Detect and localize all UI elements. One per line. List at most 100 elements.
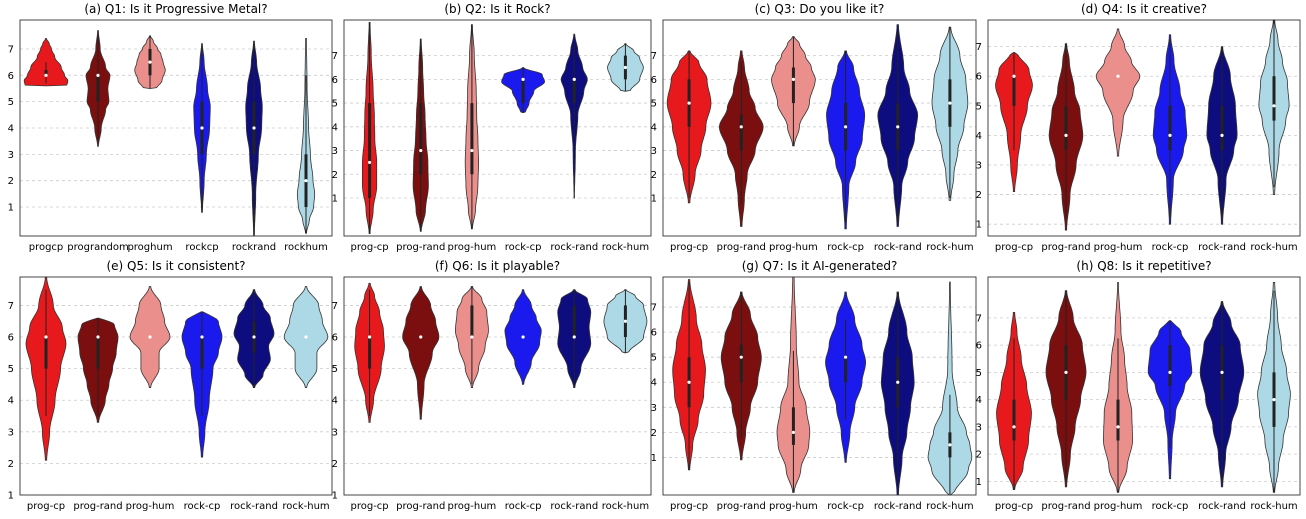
violin-prog-cp [25, 276, 67, 461]
violin-median [419, 335, 423, 339]
violin-rock-cp [181, 311, 223, 458]
violin-median [200, 335, 204, 339]
y-tick-label: 4 [8, 396, 14, 407]
y-tick-label: 1 [332, 194, 338, 205]
chart-panel-q2: (b) Q2: Is it Rock? 1 2 3 4 5 6 7 prog-cp prog-ra… [326, 0, 652, 256]
violin-prog-cp [995, 52, 1033, 192]
violin-median [623, 319, 628, 323]
y-tick-label: 2 [8, 459, 14, 470]
x-tick-label: rock-cp [184, 501, 221, 512]
y-tick-label: 5 [8, 97, 14, 108]
violin-median [1168, 133, 1172, 137]
y-tick-label: 3 [332, 427, 338, 438]
chart-title-q3: (c) Q3: Do you like it? [755, 2, 885, 16]
chart-panel-q1: (a) Q1: Is it Progressive Metal? 1 2 3 4 5 6 7 p… [2, 0, 333, 256]
violin-median [521, 77, 525, 81]
x-tick-label: rock-rand [1198, 242, 1246, 253]
violin-rock-rand [560, 33, 588, 199]
violin-prog-cp [996, 312, 1032, 490]
y-tick-label: 1 [332, 491, 338, 502]
chart-panel-q8: (h) Q8: Is it repetitive? 1 2 3 4 5 6 7 prog-cp p… [970, 257, 1301, 515]
y-tick-label: 3 [976, 160, 982, 171]
chart-title-q5: (e) Q5: Is it consistent? [106, 259, 245, 273]
x-tick-label: prog-rand [717, 242, 766, 253]
violin-prog-rand [1045, 290, 1087, 488]
x-tick-label: rock-rand [874, 501, 922, 512]
violin-rock-rand [1206, 46, 1238, 225]
y-tick-label: 7 [8, 301, 14, 312]
violin-median [739, 125, 743, 129]
violin-rock-rand [557, 289, 592, 388]
violin-rockcp [193, 43, 211, 213]
y-tick-label: 1 [976, 477, 982, 488]
y-tick-label: 7 [332, 51, 338, 62]
y-tick-label: 4 [976, 131, 982, 142]
violin-progcp [23, 38, 69, 87]
violin-median [1116, 425, 1120, 429]
x-tick-label: rock-hum [602, 501, 649, 512]
chart-panel-q4: (d) Q4: Is it creative? 1 2 3 4 5 6 7 prog-cp pro… [970, 0, 1301, 256]
x-tick-label: rock-rand [874, 242, 922, 253]
x-tick-label: prog-cp [670, 501, 708, 512]
violin-rock-hum [931, 26, 969, 201]
y-tick-label: 1 [8, 491, 14, 502]
x-tick-label: prog-cp [995, 501, 1033, 512]
violin-median [1168, 370, 1172, 374]
x-tick-label: prog-hum [769, 242, 818, 253]
y-tick-label: 5 [651, 99, 657, 110]
x-tick-label: rock-rand [550, 242, 598, 253]
violin-median [896, 125, 900, 129]
chart-panel-q3: (c) Q3: Do you like it? 1 2 3 4 5 6 7 prog-cp pro… [645, 0, 977, 256]
violin-prog-hum [776, 276, 811, 493]
violin-prog-cp [354, 282, 385, 423]
y-tick-label: 1 [8, 203, 14, 214]
y-tick-label: 7 [8, 44, 14, 55]
x-tick-label: prog-rand [396, 242, 445, 253]
y-tick-label: 2 [651, 428, 657, 439]
x-tick-label: prog-cp [995, 242, 1033, 253]
violin-median [367, 160, 372, 165]
y-tick-label: 3 [332, 146, 338, 157]
x-tick-label: proghum [127, 242, 172, 253]
x-tick-label: prog-hum [126, 501, 175, 512]
violin-median [791, 430, 796, 434]
violin-median [623, 65, 628, 70]
y-tick-label: 2 [332, 459, 338, 470]
x-tick-label: rock-cp [1152, 242, 1189, 253]
y-tick-label: 2 [332, 170, 338, 181]
chart-title-q2: (b) Q2: Is it Rock? [444, 2, 550, 16]
violin-median [1272, 104, 1276, 108]
violin-rock-cp [825, 291, 867, 463]
y-tick-label: 5 [651, 353, 657, 364]
violin-prog-rand [412, 38, 429, 232]
violin-median [96, 335, 100, 339]
violin-prog-hum [1095, 28, 1141, 157]
x-tick-label: prog-cp [350, 242, 388, 253]
y-tick-label: 2 [976, 190, 982, 201]
violin-rock-hum [603, 289, 648, 354]
violin-rock-rand [1199, 301, 1245, 488]
violin-median [148, 60, 152, 64]
y-tick-label: 2 [8, 176, 14, 187]
violin-rock-rand [877, 24, 919, 227]
y-tick-label: 2 [651, 170, 657, 181]
violin-prog-hum [464, 24, 479, 230]
violin-median [367, 335, 372, 339]
y-tick-label: 5 [976, 368, 982, 379]
violin-median [948, 101, 952, 105]
y-tick-label: 1 [651, 453, 657, 464]
violin-median [96, 73, 100, 77]
y-tick-label: 6 [976, 72, 982, 83]
x-tick-label: prog-rand [73, 501, 122, 512]
y-tick-label: 6 [651, 75, 657, 86]
x-tick-label: rock-rand [230, 501, 278, 512]
x-tick-label: prog-rand [1041, 242, 1090, 253]
y-tick-label: 3 [8, 427, 14, 438]
violin-prog-cp [362, 22, 378, 234]
violin-rock-hum [607, 43, 644, 92]
x-tick-label: prog-hum [769, 501, 818, 512]
violin-rockhum [296, 38, 316, 234]
violin-median [843, 125, 848, 129]
x-tick-label: prog-hum [1094, 501, 1143, 512]
